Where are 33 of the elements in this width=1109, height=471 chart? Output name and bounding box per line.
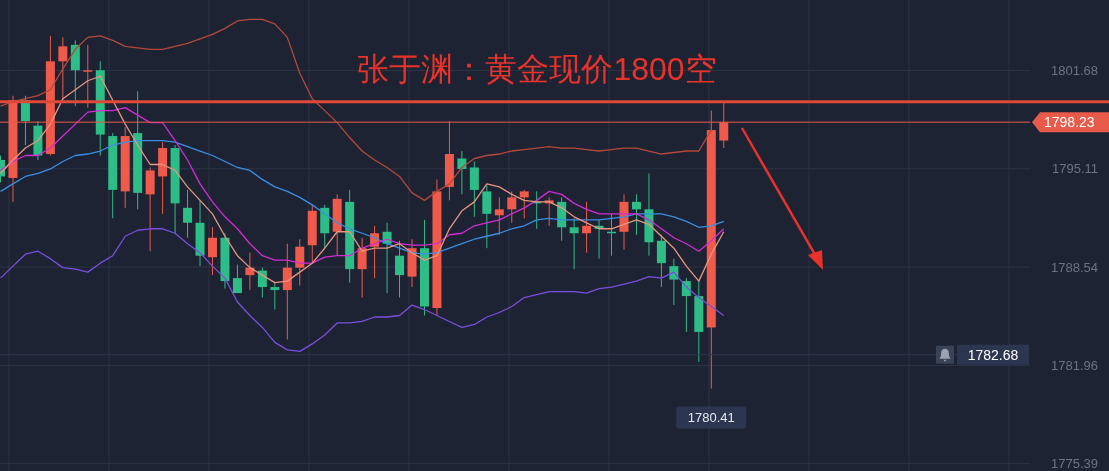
candlestick xyxy=(145,166,155,252)
candlestick xyxy=(494,196,504,236)
candlestick xyxy=(207,226,217,276)
candlestick xyxy=(457,150,467,195)
candlestick xyxy=(357,237,367,299)
candlestick xyxy=(582,201,592,254)
ref-line-label: 1782.68 xyxy=(967,346,1019,363)
candlestick xyxy=(183,189,193,239)
y-tick-label: 1795.11 xyxy=(1051,161,1098,177)
candlestick xyxy=(507,190,517,224)
candlestick xyxy=(58,36,68,101)
candlestick xyxy=(631,193,641,236)
ref-line-label: 1798.23 xyxy=(1044,114,1095,131)
candlestick xyxy=(295,238,305,287)
line-series xyxy=(0,228,725,353)
candlestick xyxy=(232,264,242,294)
candlestick xyxy=(282,243,292,340)
candlestick xyxy=(482,184,492,249)
candlestick xyxy=(519,189,529,219)
y-tick-label: 1788.54 xyxy=(1051,259,1098,275)
y-tick-label: 1775.39 xyxy=(1051,456,1098,471)
candlestick xyxy=(83,44,93,109)
y-tick-label: 1781.96 xyxy=(1051,357,1098,373)
y-tick-label: 1801.68 xyxy=(1051,63,1098,79)
candlestick xyxy=(669,258,679,306)
candlestick xyxy=(395,240,405,299)
annotation: 1780.41 xyxy=(687,410,735,426)
candlestick xyxy=(469,160,479,218)
candlestick xyxy=(569,217,579,270)
text: 张于渊：黄金现价1800空 xyxy=(357,51,717,87)
line-series xyxy=(0,139,725,255)
candlestick xyxy=(656,234,666,288)
candlestick xyxy=(270,282,280,311)
